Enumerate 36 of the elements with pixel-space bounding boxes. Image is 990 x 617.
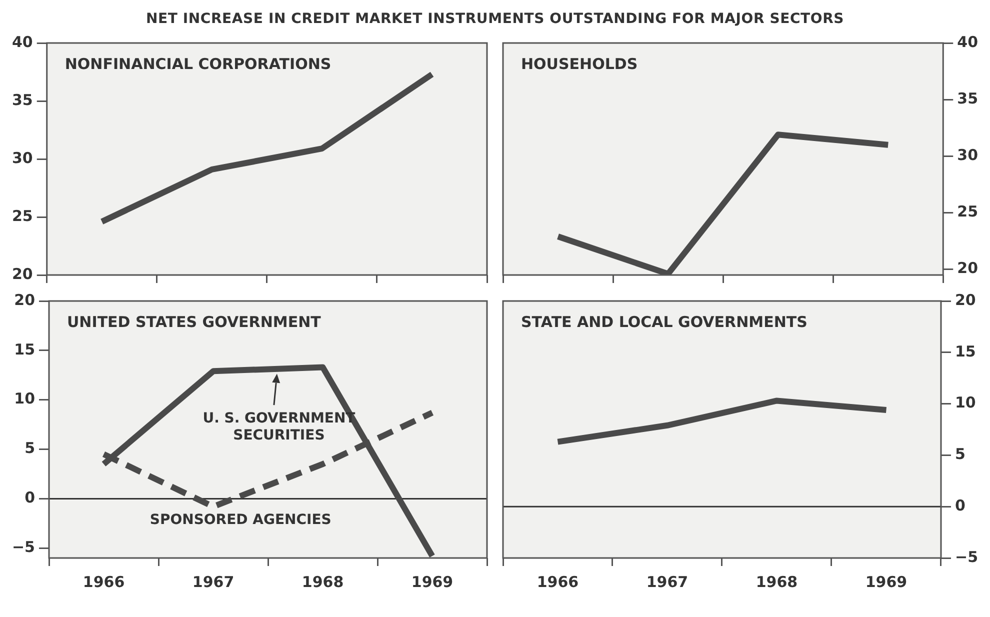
text: UNITED STATES GOVERNMENT	[67, 312, 322, 331]
y-tick-label: 20	[14, 290, 36, 309]
y-tick-label: −5	[12, 538, 36, 556]
x-tick-label: 1967	[646, 572, 688, 591]
y-tick-label: 15	[14, 340, 36, 358]
series-label: SPONSORED AGENCIES	[150, 512, 332, 528]
text: HOUSEHOLDS	[521, 54, 638, 73]
y-tick-label: 25	[957, 202, 978, 221]
y-tick-label: 5	[954, 445, 966, 464]
y-tick-label: 35	[12, 90, 33, 109]
y-tick-label: 20	[957, 259, 978, 278]
y-tick-label: 20	[12, 264, 33, 283]
x-tick-label: 1968	[302, 572, 344, 591]
x-tick-label: 1969	[865, 572, 908, 591]
y-tick-label: 35	[957, 89, 978, 108]
x-tick-label: 1969	[411, 572, 454, 591]
y-tick-label: 0	[954, 496, 966, 514]
y-tick-label: 30	[12, 148, 33, 167]
y-tick-label: 40	[957, 32, 978, 51]
y-tick-label: 10	[954, 394, 976, 412]
x-tick-label: 1967	[192, 572, 234, 591]
y-tick-label: 15	[954, 342, 976, 360]
y-tick-label: −5	[954, 548, 978, 566]
x-tick-label: 1968	[756, 572, 798, 591]
y-tick-label: 40	[12, 32, 33, 51]
text: NONFINANCIAL CORPORATIONS	[64, 54, 332, 73]
x-tick-label: 1966	[82, 572, 125, 591]
chart-title: NET INCREASE IN CREDIT MARKET INSTRUMENTS OUTSTANDING FOR MAJOR SECTORS	[144, 10, 846, 29]
y-tick-label: 20	[954, 290, 976, 309]
y-tick-label: 25	[12, 206, 33, 225]
y-tick-label: 5	[24, 439, 36, 458]
x-tick-label: 1966	[536, 572, 579, 591]
y-tick-label: 0	[24, 488, 36, 507]
y-tick-label: 30	[957, 146, 978, 164]
text: STATE AND LOCAL GOVERNMENTS	[521, 312, 808, 331]
y-tick-label: 10	[14, 390, 36, 408]
